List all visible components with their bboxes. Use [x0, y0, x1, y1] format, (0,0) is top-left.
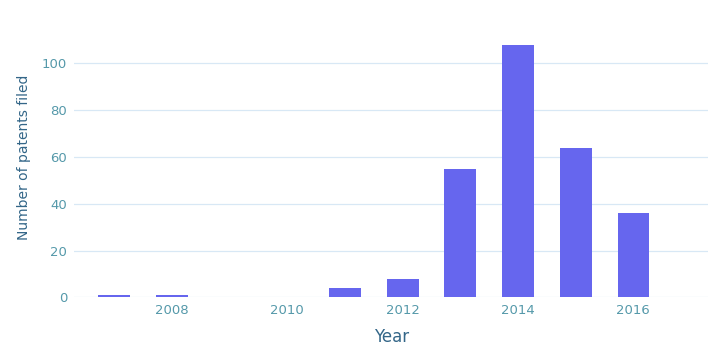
- Bar: [444, 169, 476, 297]
- Bar: [560, 148, 592, 297]
- Bar: [329, 288, 361, 297]
- Bar: [156, 295, 188, 297]
- Bar: [99, 295, 130, 297]
- Bar: [502, 45, 534, 297]
- Bar: [387, 278, 418, 297]
- Y-axis label: Number of patents filed: Number of patents filed: [17, 74, 30, 240]
- Bar: [618, 213, 649, 297]
- X-axis label: Year: Year: [373, 328, 409, 346]
